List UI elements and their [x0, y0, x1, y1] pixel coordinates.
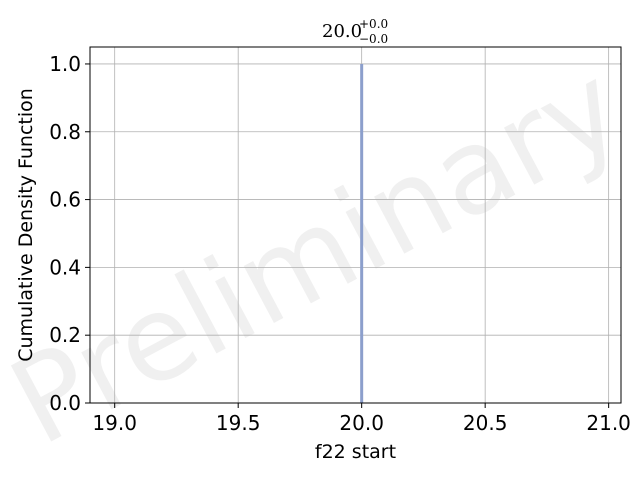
x-tick-label: 21.0 [586, 411, 631, 435]
x-tick-label: 20.5 [463, 411, 508, 435]
y-tick-label: 1.0 [49, 52, 81, 76]
watermark-layer: Preliminary [0, 37, 640, 472]
tick-layer: 19.0 19.5 20.0 20.5 21.0 0.0 0.2 0.4 0.6 0.8 1.0 [49, 52, 631, 435]
y-tick-label: 0.6 [49, 188, 81, 212]
chart-title-upper-error: +0.0 [359, 17, 388, 31]
x-axis-label: f22 start [315, 441, 396, 463]
x-tick-label: 19.5 [216, 411, 261, 435]
plot-frame [89, 46, 622, 404]
watermark-text: Preliminary [0, 37, 640, 472]
x-tick-label: 20.0 [339, 411, 384, 435]
y-tick-label: 0.0 [49, 391, 81, 415]
y-tick-label: 0.4 [49, 255, 81, 279]
chart-title-lower-error: −0.0 [359, 32, 388, 46]
y-tick-label: 0.2 [49, 323, 81, 347]
x-tick-label: 19.0 [92, 411, 137, 435]
y-tick-label: 0.8 [49, 120, 81, 144]
y-axis-label: Cumulative Density Function [15, 88, 37, 362]
label-layer: f22 start Cumulative Density Function 20.0… [15, 17, 396, 463]
chart-title: 20.0+0.0−0.0 [322, 17, 388, 46]
chart-title-value: 20.0 [322, 21, 362, 42]
